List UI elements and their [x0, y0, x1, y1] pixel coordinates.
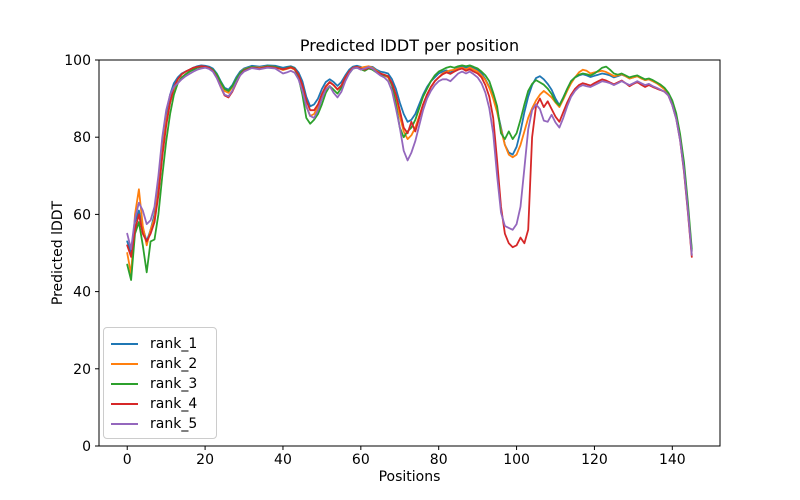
- legend-label-rank_2: rank_2: [150, 356, 198, 372]
- y-tick-label: 40: [73, 285, 91, 301]
- legend-swatch-rank_1: [111, 343, 138, 345]
- legend-swatch-rank_5: [111, 423, 138, 425]
- legend-item-rank_2: rank_2: [111, 354, 216, 374]
- axes-frame: [98, 59, 721, 447]
- legend-label-rank_4: rank_4: [150, 396, 198, 412]
- x-tick-label: 140: [659, 452, 686, 468]
- chart-title: Predicted lDDT per position: [299, 36, 520, 55]
- y-tick-label: 20: [73, 362, 91, 378]
- x-tick-label: 100: [503, 452, 530, 468]
- y-tick-label: 0: [82, 439, 91, 455]
- series-line-rank_2: [126, 65, 693, 276]
- y-tick-label: 60: [73, 207, 91, 223]
- series-line-rank_3: [126, 64, 693, 281]
- legend-label-rank_3: rank_3: [150, 376, 198, 392]
- x-tick-label: 20: [196, 452, 214, 468]
- x-tick-label: 0: [123, 452, 132, 468]
- legend-swatch-rank_4: [111, 403, 138, 405]
- legend-label-rank_1: rank_1: [150, 336, 198, 352]
- x-axis-label: Positions: [378, 469, 441, 485]
- x-tick-label: 120: [581, 452, 608, 468]
- y-tick-label: 100: [64, 53, 91, 69]
- legend-item-rank_1: rank_1: [111, 334, 216, 354]
- legend-swatch-rank_3: [111, 383, 138, 385]
- series-line-rank_5: [126, 66, 693, 256]
- x-tick-label: 40: [274, 452, 292, 468]
- legend-swatch-rank_2: [111, 363, 138, 365]
- x-tick-label: 80: [430, 452, 448, 468]
- legend-item-rank_5: rank_5: [111, 414, 216, 434]
- y-axis-label: Predicted lDDT: [50, 200, 66, 306]
- series-line-rank_4: [126, 65, 693, 258]
- legend-item-rank_3: rank_3: [111, 374, 216, 394]
- legend: rank_1 rank_2 rank_3 rank_4 rank_5: [103, 327, 217, 439]
- x-tick-label: 60: [352, 452, 370, 468]
- legend-label-rank_5: rank_5: [150, 416, 198, 432]
- y-tick-label: 80: [73, 130, 91, 146]
- series-line-rank_1: [126, 64, 693, 254]
- legend-item-rank_4: rank_4: [111, 394, 216, 414]
